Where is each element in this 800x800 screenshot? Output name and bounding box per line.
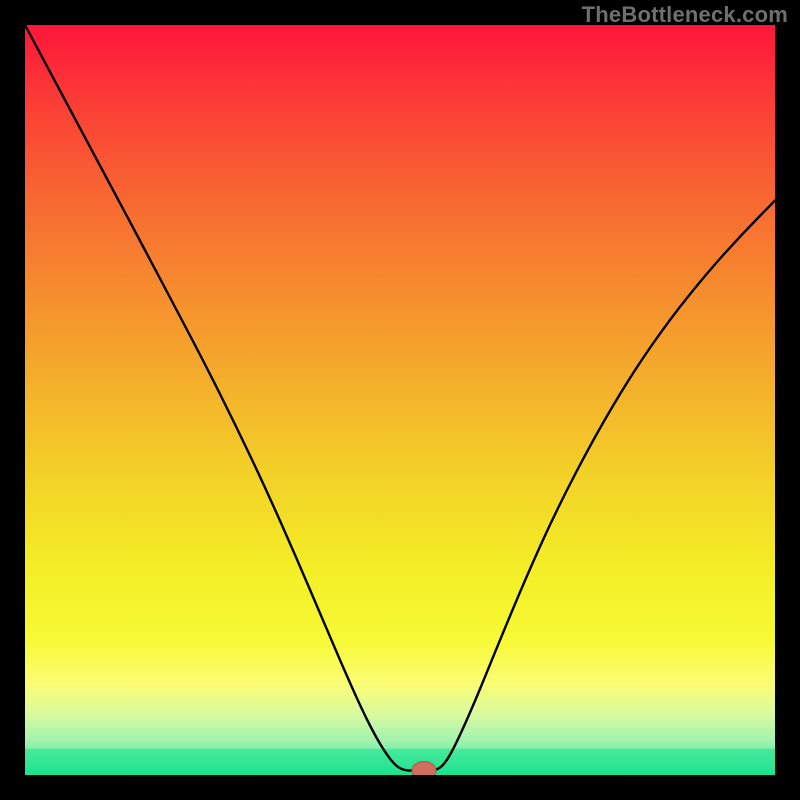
gradient-background [25, 25, 775, 775]
optimal-point-marker [412, 762, 436, 776]
green-band [25, 749, 775, 775]
chart-frame: TheBottleneck.com [0, 0, 800, 800]
bottleneck-chart [25, 25, 775, 775]
